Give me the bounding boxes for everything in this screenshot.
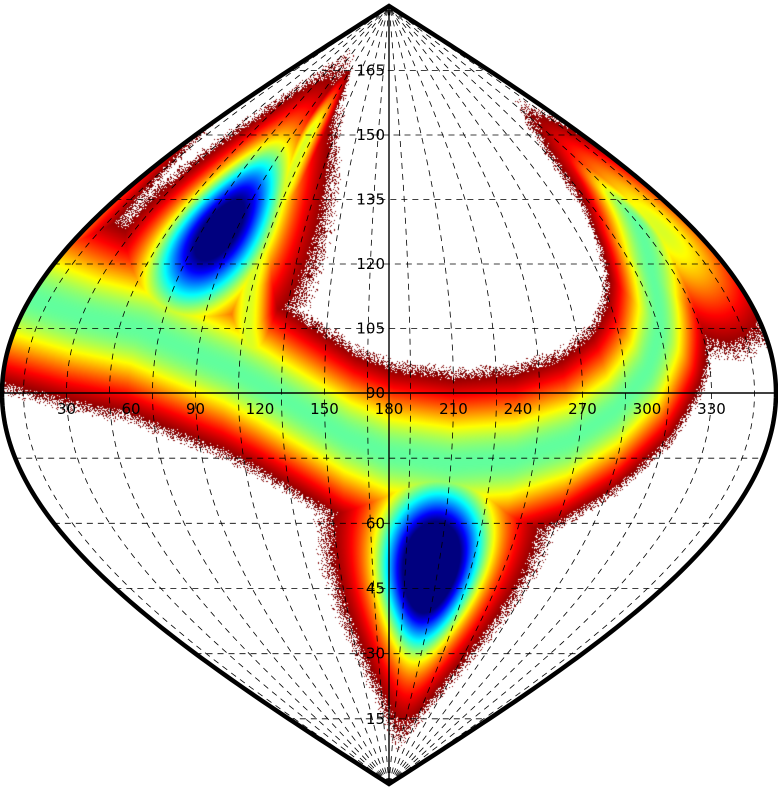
x-tick-label: 120 [246, 400, 275, 418]
x-tick-label: 240 [504, 400, 533, 418]
x-tick-label: 30 [57, 400, 76, 418]
y-tick-label: 60 [366, 514, 385, 532]
x-tick-label: 210 [439, 400, 468, 418]
x-tick-label: 90 [186, 400, 205, 418]
meridian-line [66, 5, 390, 785]
y-tick-label: 30 [366, 645, 385, 663]
y-tick-label: 15 [366, 710, 385, 728]
y-tick-label: 150 [356, 126, 385, 144]
meridian-line [109, 5, 390, 785]
meridian-line [152, 5, 390, 785]
y-tick-label: 105 [356, 320, 385, 338]
x-tick-label: 330 [697, 400, 726, 418]
y-tick-label: 165 [356, 62, 385, 80]
y-tick-labels: 15 30 45 60 90 105 120 135 150 165 [356, 62, 385, 728]
y-tick-label: 45 [366, 580, 385, 598]
projection-outline [0, 3, 778, 787]
x-tick-label: 150 [310, 400, 339, 418]
meridian-line [238, 5, 390, 785]
x-tick-label: 300 [633, 400, 662, 418]
y-tick-label: 135 [356, 191, 385, 209]
y-tick-label: 120 [356, 255, 385, 273]
meridian-line [388, 5, 411, 785]
x-tick-labels: 30 60 90 120 150 180 210 240 270 300 330 [57, 400, 726, 418]
x-tick-label: 270 [568, 400, 597, 418]
x-tick-label: 60 [121, 400, 140, 418]
x-tick-label: 180 [375, 400, 404, 418]
axis-lines [2, 6, 776, 784]
meridian-line [367, 5, 390, 785]
y-tick-label: 90 [366, 384, 385, 402]
